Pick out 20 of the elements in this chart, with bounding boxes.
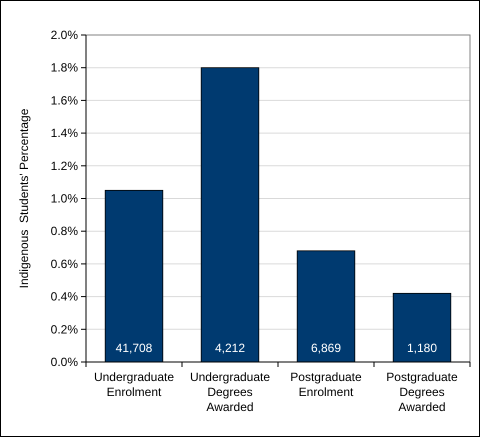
y-axis-title: Indigenous Students' Percentage (17, 108, 31, 288)
x-tick-label: Postgraduate Degrees Awarded (386, 370, 458, 414)
y-tick-label: 1.4% (50, 126, 78, 140)
y-tick-label: 0.0% (50, 355, 78, 369)
x-tick-label: Postgraduate Enrolment (290, 370, 362, 399)
y-tick-label: 0.4% (50, 290, 78, 304)
annotation: 41,708 (116, 341, 153, 355)
y-tick-label: 0.8% (50, 224, 78, 238)
y-tick-label: 1.8% (50, 60, 78, 75)
y-tick-label: 1.6% (50, 93, 78, 108)
x-tick-label: Undergraduate Enrolment (94, 370, 174, 399)
annotation: 6,869 (310, 341, 342, 355)
annotation: 1,180 (406, 341, 438, 355)
annotation: 4,212 (214, 341, 246, 355)
y-tick-label: 2.0% (50, 28, 78, 42)
y-tick-label: 0.6% (50, 256, 78, 271)
y-tick-label: 0.2% (50, 322, 78, 336)
x-tick-label: Undergraduate Degrees Awarded (190, 370, 270, 414)
y-tick-label: 1.2% (50, 158, 78, 173)
y-tick-label: 1.0% (50, 192, 78, 206)
